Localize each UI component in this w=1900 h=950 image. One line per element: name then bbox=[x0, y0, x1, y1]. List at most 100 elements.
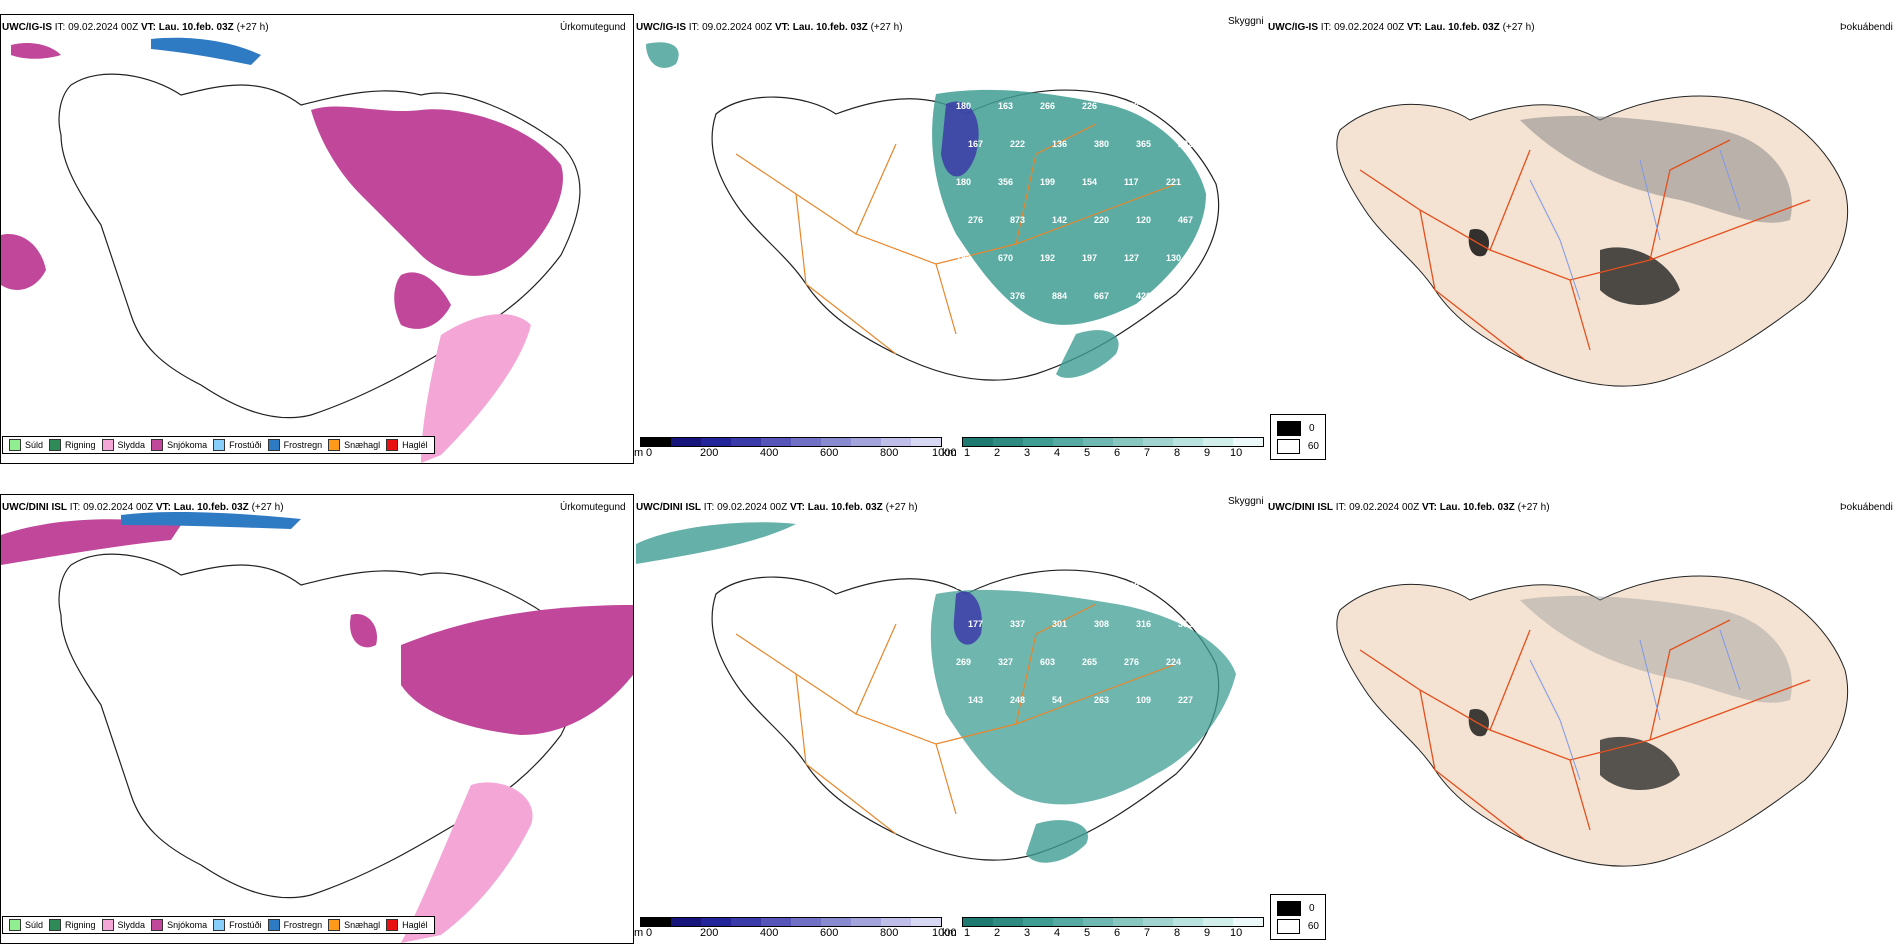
cloud-purple-area bbox=[953, 591, 982, 645]
fog-legend-item: 60 bbox=[1277, 437, 1319, 455]
vis-value-label: 467 bbox=[1178, 215, 1193, 225]
legend-item: Snæhagl bbox=[328, 919, 380, 931]
fog-legend-bottom: 0 60 bbox=[1270, 894, 1326, 940]
vis-value-label: 54 bbox=[1052, 695, 1062, 705]
precip-title-top: Úrkomutegund bbox=[560, 22, 626, 33]
precip-map-bottom bbox=[1, 512, 633, 943]
vis-panel-top: 180 163 266 226 433 156 167 222 136 380 365 202 180 3… bbox=[636, 34, 1256, 424]
legend-item: Rigning bbox=[49, 439, 96, 451]
vis-teal-nw bbox=[646, 42, 679, 68]
vis-value-label: 353 bbox=[1178, 619, 1193, 629]
fog-legend-item: 60 bbox=[1277, 917, 1319, 935]
vis-value-label: 380 bbox=[1094, 139, 1109, 149]
precip-header-top: UWC/IG-IS IT: 09.02.2024 00Z VT: Lau. 10… bbox=[2, 22, 269, 33]
vis-value-label: 267 bbox=[1166, 581, 1181, 591]
vis-map-top: 180 163 266 226 433 156 167 222 136 380 365 202 180 3… bbox=[646, 42, 1220, 381]
vis-labels-top: 180 163 266 226 433 156 167 222 136 380 365 202 180 3… bbox=[956, 101, 1193, 301]
snow-area-west bbox=[1, 234, 46, 290]
vis-value-label: 227 bbox=[1178, 695, 1193, 705]
vis-colorbar-bottom bbox=[962, 917, 1264, 927]
cloud-purple-area bbox=[941, 101, 979, 177]
precip-title-bottom: Úrkomutegund bbox=[560, 502, 626, 513]
vis-value-label: 130 bbox=[1166, 253, 1181, 263]
snow-north bbox=[11, 43, 61, 59]
fog-map-bottom bbox=[1336, 575, 1849, 867]
sleet-area bbox=[401, 782, 533, 943]
snow-area-east bbox=[401, 605, 633, 735]
vis-panel-bottom: 157 153 130 228 160 267 177 337 301 308 316 353 269 3… bbox=[636, 514, 1256, 904]
legend-item: Frostregn bbox=[267, 919, 322, 931]
vis-value-label: 117 bbox=[1124, 177, 1139, 187]
vis-header-top: UWC/IG-IS IT: 09.02.2024 00Z VT: Lau. 10… bbox=[636, 22, 903, 33]
vis-value-label: 422 bbox=[968, 291, 983, 301]
fog-dark-2 bbox=[1468, 709, 1490, 737]
vis-value-label: 365 bbox=[1136, 139, 1151, 149]
vis-value-label: 154 bbox=[1082, 177, 1097, 187]
vis-value-label: 130 bbox=[1040, 581, 1055, 591]
vis-value-label: 226 bbox=[1082, 101, 1097, 111]
snow-area-2 bbox=[394, 272, 451, 329]
vis-value-label: 220 bbox=[1094, 215, 1109, 225]
snow-area-nw bbox=[1, 519, 181, 565]
fog-header-top: UWC/IG-IS IT: 09.02.2024 00Z VT: Lau. 10… bbox=[1268, 22, 1535, 33]
vis-value-label: 153 bbox=[998, 581, 1013, 591]
vis-value-label: 222 bbox=[1010, 139, 1025, 149]
vis-value-label: 301 bbox=[1052, 619, 1067, 629]
legend-item: Súld bbox=[9, 919, 43, 931]
vis-value-label: 873 bbox=[1010, 215, 1025, 225]
cloud-colorbar-top bbox=[640, 437, 942, 447]
vis-header-bottom: UWC/DINI ISL IT: 09.02.2024 00Z VT: Lau.… bbox=[636, 502, 918, 513]
cloud-ticks-bottom: m 0 200 400 600 800 1000 bbox=[634, 927, 957, 939]
fog-legend-item: 0 bbox=[1277, 899, 1319, 917]
vis-value-label: 308 bbox=[1094, 619, 1109, 629]
precip-panel-top bbox=[0, 14, 634, 464]
vis-value-label: 202 bbox=[1178, 139, 1193, 149]
fog-panel-bottom bbox=[1300, 520, 1860, 910]
vis-value-label: 266 bbox=[1040, 101, 1055, 111]
vis-value-label: 163 bbox=[998, 101, 1013, 111]
vis-value-label: 160 bbox=[1124, 581, 1139, 591]
fog-legend-item: 0 bbox=[1277, 419, 1319, 437]
legend-item: Frostregn bbox=[267, 439, 322, 451]
precip-legend-bottom: Súld Rigning Slydda Snjókoma Frostúði Fr… bbox=[2, 916, 435, 934]
vis-value-label: 199 bbox=[1040, 177, 1055, 187]
vis-ticks-bottom: km 1 2 3 4 5 6 7 8 9 10 bbox=[942, 927, 1243, 939]
vis-value-label: 136 bbox=[1052, 139, 1067, 149]
vis-value-label: 228 bbox=[1082, 581, 1097, 591]
legend-item: Frostúði bbox=[213, 919, 262, 931]
vis-labels-bottom: 157 153 130 228 160 267 177 337 301 308 316 353 269 3… bbox=[956, 581, 1193, 705]
vis-value-label: 197 bbox=[1082, 253, 1097, 263]
cloud-colorbar-bottom bbox=[640, 917, 942, 927]
vis-value-label: 182 bbox=[956, 253, 971, 263]
vis-value-label: 337 bbox=[1010, 619, 1025, 629]
fog-title-top: Þokuábendi bbox=[1840, 22, 1893, 33]
vis-value-label: 143 bbox=[968, 695, 983, 705]
vis-value-label: 269 bbox=[956, 657, 971, 667]
legend-item: Haglél bbox=[386, 919, 428, 931]
vis-teal-area bbox=[932, 89, 1206, 325]
vis-colorbar-top bbox=[962, 437, 1264, 447]
legend-item: Rigning bbox=[49, 919, 96, 931]
precip-map-top bbox=[1, 37, 581, 463]
legend-item: Frostúði bbox=[213, 439, 262, 451]
vis-value-label: 376 bbox=[1010, 291, 1025, 301]
vis-value-label: 884 bbox=[1052, 291, 1067, 301]
vis-value-label: 356 bbox=[998, 177, 1013, 187]
vis-title-top: Skyggni bbox=[1228, 16, 1264, 27]
legend-item: Snæhagl bbox=[328, 439, 380, 451]
vis-value-label: 142 bbox=[1052, 215, 1067, 225]
fog-map-top bbox=[1336, 95, 1849, 387]
fog-panel-top bbox=[1300, 40, 1860, 430]
vis-value-label: 156 bbox=[1166, 101, 1181, 111]
fog-dark-2 bbox=[1468, 229, 1490, 257]
vis-value-label: 420 bbox=[1136, 291, 1151, 301]
legend-item: Snjókoma bbox=[151, 919, 207, 931]
vis-value-label: 316 bbox=[1136, 619, 1151, 629]
vis-teal-sea bbox=[1026, 820, 1088, 863]
legend-item: Slydda bbox=[101, 439, 145, 451]
roads-red bbox=[1359, 619, 1811, 841]
vis-map-bottom: 157 153 130 228 160 267 177 337 301 308 316 353 269 3… bbox=[636, 522, 1236, 863]
vis-value-label: 221 bbox=[1166, 177, 1181, 187]
row-top: UWC/IG-IS IT: 09.02.2024 00Z VT: Lau. 10… bbox=[0, 14, 1893, 464]
snow-area-1 bbox=[311, 106, 563, 276]
